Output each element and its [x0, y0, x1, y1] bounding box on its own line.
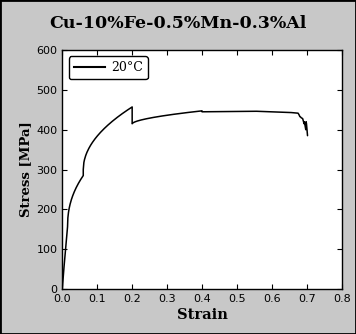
Text: Cu-10%Fe-0.5%Mn-0.3%Al: Cu-10%Fe-0.5%Mn-0.3%Al — [49, 15, 307, 32]
Y-axis label: Stress [MPa]: Stress [MPa] — [19, 122, 32, 217]
Legend: 20°C: 20°C — [69, 56, 148, 79]
X-axis label: Strain: Strain — [177, 308, 227, 322]
